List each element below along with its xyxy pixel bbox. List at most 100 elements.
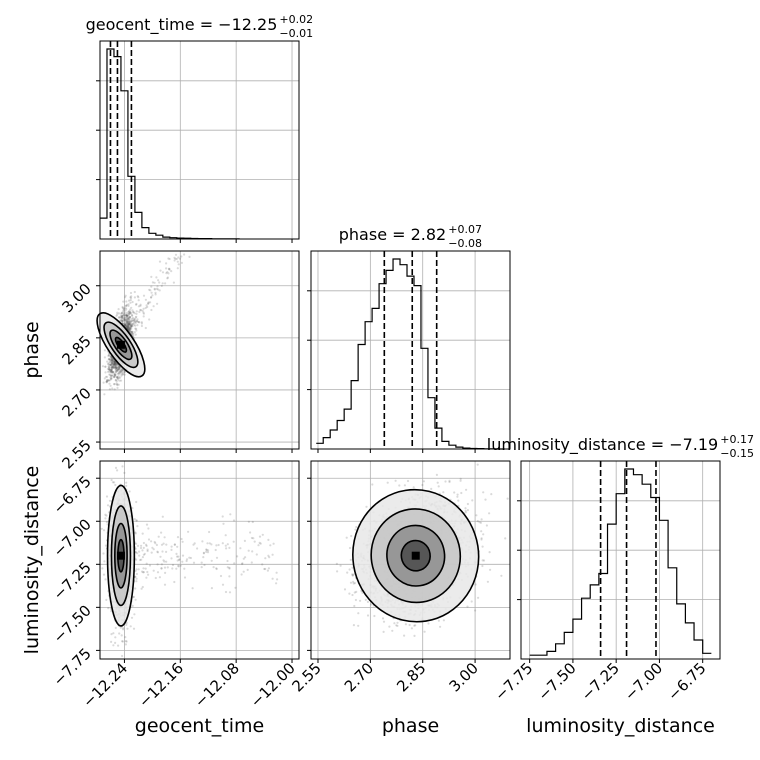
sample-point xyxy=(126,322,129,325)
sample-point xyxy=(127,320,130,323)
sample-point xyxy=(141,585,144,589)
sample-point xyxy=(354,598,357,602)
sample-point xyxy=(125,323,128,326)
sample-point xyxy=(247,520,250,523)
sample-point xyxy=(133,290,136,294)
sample-point xyxy=(128,316,131,319)
sample-point xyxy=(108,357,111,360)
sample-point xyxy=(267,554,270,557)
sample-point xyxy=(127,322,130,326)
sample-point xyxy=(163,536,166,539)
sample-point xyxy=(250,561,253,564)
sample-point xyxy=(141,549,144,552)
sample-point xyxy=(373,614,376,618)
sample-point xyxy=(148,564,152,567)
sample-point xyxy=(111,370,114,373)
sample-point xyxy=(152,305,155,308)
sample-point xyxy=(104,365,107,368)
sample-point xyxy=(228,566,231,569)
sample-point xyxy=(118,372,121,375)
sample-point xyxy=(127,324,130,327)
sample-point xyxy=(271,577,274,580)
sample-point xyxy=(145,544,148,548)
sample-point xyxy=(124,318,127,321)
sample-point xyxy=(255,553,258,556)
sample-point xyxy=(155,287,158,290)
sample-point xyxy=(125,326,129,329)
sample-point xyxy=(222,522,225,525)
sample-point xyxy=(131,330,134,333)
sample-point xyxy=(247,549,250,552)
sample-point xyxy=(132,310,135,314)
sample-point xyxy=(176,559,179,562)
sample-point xyxy=(177,256,180,259)
sample-point xyxy=(109,364,112,367)
sample-point xyxy=(147,538,151,541)
sample-point xyxy=(144,298,147,301)
sample-point xyxy=(137,299,140,302)
sample-point xyxy=(335,562,338,565)
sample-point xyxy=(170,548,173,552)
sample-point xyxy=(109,384,112,387)
sample-point xyxy=(150,540,153,543)
sample-point xyxy=(108,388,111,391)
sample-point xyxy=(110,356,113,359)
sample-point xyxy=(177,564,180,567)
sample-point xyxy=(116,383,119,386)
sample-point xyxy=(142,546,145,550)
sample-point xyxy=(107,607,110,610)
sample-point xyxy=(129,301,132,304)
sample-point xyxy=(127,322,131,325)
density-peak xyxy=(116,340,125,349)
sample-point xyxy=(125,640,128,643)
sample-point xyxy=(172,281,175,284)
sample-point xyxy=(109,374,113,377)
sample-point xyxy=(120,374,123,377)
sample-point xyxy=(102,381,105,384)
sample-point xyxy=(241,562,244,566)
sample-point xyxy=(135,310,138,313)
sample-point xyxy=(166,271,169,274)
sample-point xyxy=(101,567,104,570)
sample-point xyxy=(109,363,112,366)
sample-point xyxy=(205,550,208,554)
sample-point xyxy=(196,547,199,550)
sample-point xyxy=(144,306,147,310)
sample-point xyxy=(150,275,153,278)
sample-point xyxy=(139,303,142,306)
sample-point xyxy=(159,269,162,272)
sample-point xyxy=(183,567,186,570)
sample-point xyxy=(142,571,145,574)
sample-point xyxy=(225,547,228,550)
sample-point xyxy=(104,544,108,547)
sample-point xyxy=(125,300,128,303)
sample-point xyxy=(275,571,278,574)
sample-point xyxy=(150,296,153,299)
sample-point xyxy=(128,312,131,316)
sample-point xyxy=(139,558,142,562)
sample-point xyxy=(181,560,184,563)
sample-point xyxy=(161,515,164,518)
sample-point xyxy=(152,548,155,551)
sample-point xyxy=(151,294,154,297)
sample-point xyxy=(117,368,120,371)
sample-point xyxy=(121,319,124,323)
sample-point xyxy=(264,567,267,571)
sample-point xyxy=(132,322,135,325)
sample-point xyxy=(251,520,254,524)
sample-point xyxy=(112,632,115,635)
sample-point xyxy=(107,365,110,368)
sample-point xyxy=(122,310,125,313)
sample-point xyxy=(114,365,117,368)
sample-point xyxy=(121,654,124,658)
sample-point xyxy=(112,366,116,369)
sample-point xyxy=(124,322,127,325)
sample-point xyxy=(109,363,113,366)
sample-point xyxy=(229,513,232,516)
sample-point xyxy=(185,559,188,563)
sample-point xyxy=(173,256,176,259)
sample-point xyxy=(147,573,150,576)
sample-point xyxy=(200,566,203,569)
sample-point xyxy=(116,469,119,472)
sample-point xyxy=(135,315,138,318)
